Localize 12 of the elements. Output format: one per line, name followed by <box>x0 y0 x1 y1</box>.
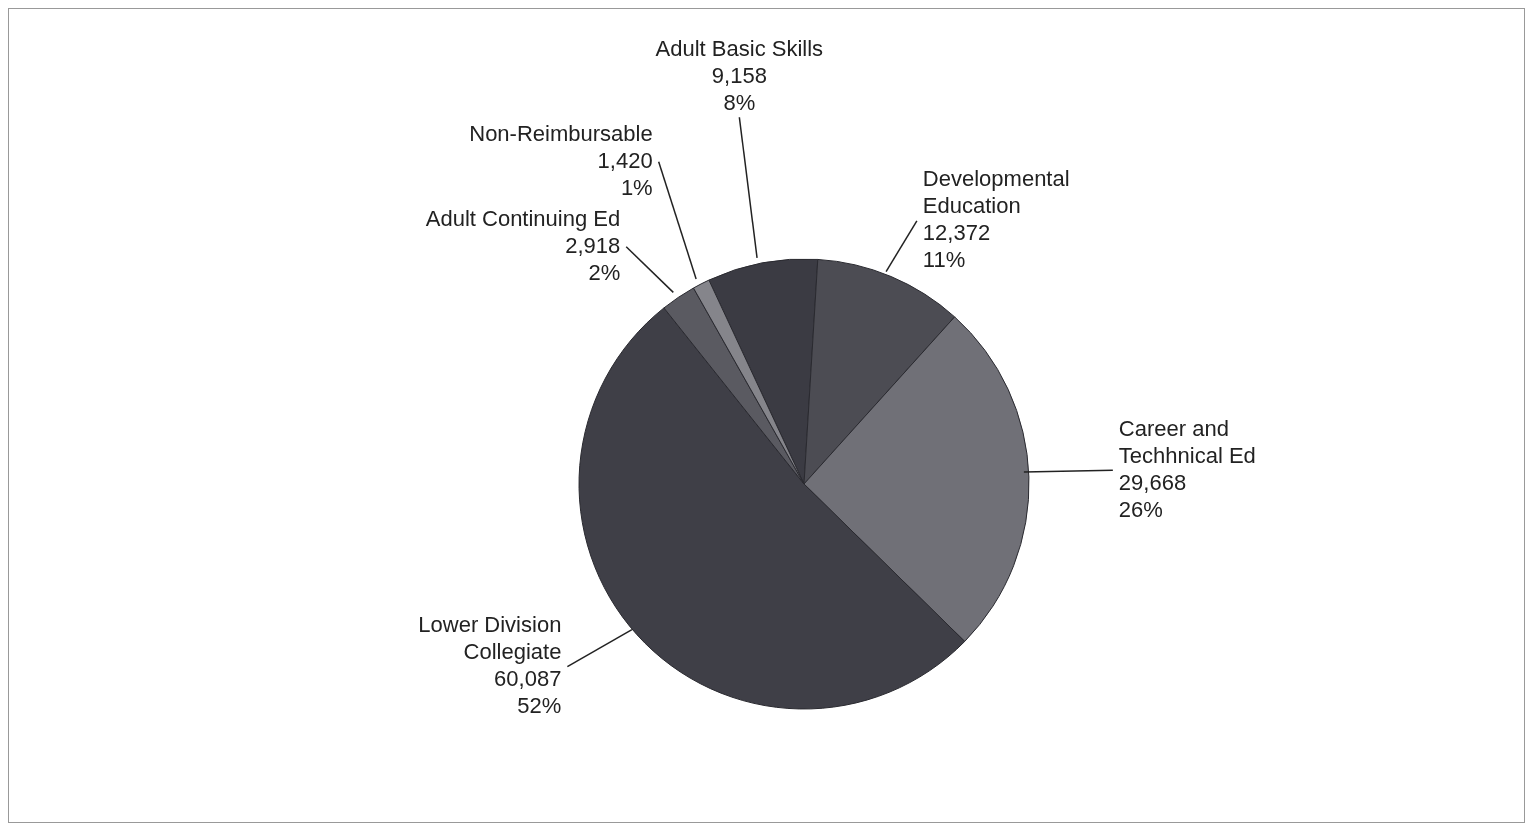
slice-label: Career and Techhnical Ed <box>1118 415 1256 468</box>
data-label: 2,918 2% <box>565 232 621 285</box>
slice-label: Adult Continuing Ed <box>425 205 621 231</box>
slice-label: Adult Basic Skills <box>655 35 824 61</box>
slice-label: Lower Division Collegiate <box>418 611 562 664</box>
slice-label: Non-Reimbursable <box>469 120 653 146</box>
data-label: 9,158 8% <box>711 62 767 115</box>
data-label: 12,372 11% <box>922 220 991 273</box>
data-label: 29,668 26% <box>1118 469 1187 522</box>
slice-label: Developmental Education <box>922 166 1070 219</box>
data-label: 60,087 52% <box>494 665 562 718</box>
data-label: 1,420 1% <box>597 147 653 200</box>
